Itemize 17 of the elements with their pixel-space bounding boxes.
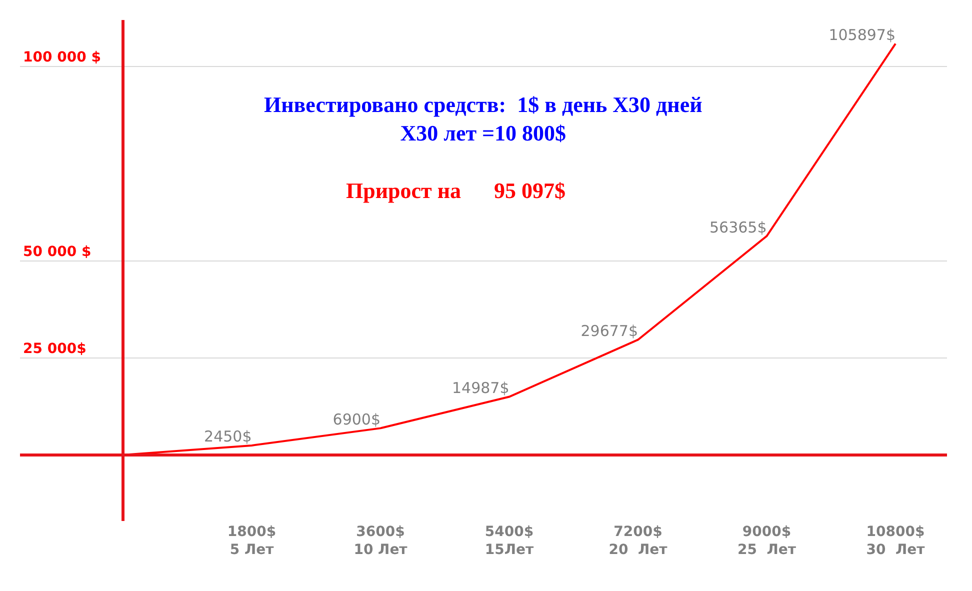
data-label: 6900$ <box>332 410 380 428</box>
x-tick-label: 10800$ 30 Лет <box>866 524 926 558</box>
y-tick-label: 50 000 $ <box>23 244 92 260</box>
x-tick-label: 1800$ 5 Лет <box>227 524 276 558</box>
data-label: 14987$ <box>452 379 510 398</box>
y-tick-label: 100 000 $ <box>23 50 101 66</box>
y-tick-label: 25 000$ <box>23 340 86 357</box>
x-tick-label: 9000$ 25 Лет <box>738 524 797 558</box>
data-label: 105897$ <box>828 26 896 44</box>
x-tick-label: 5400$ 15Лет <box>484 524 534 558</box>
annotation: Прирост на 95 097$ <box>346 178 566 203</box>
data-label: 2450$ <box>204 428 252 446</box>
data-label: 56365$ <box>709 218 767 236</box>
x-tick-label: 7200$ 20 Лет <box>608 524 668 558</box>
x-tick-label: 3600$ 10 Лет <box>354 524 408 558</box>
annotation: Инвестировано средств: 1$ в день X30 дней X30 лет =10 800$ <box>264 92 703 146</box>
data-label: 29677$ <box>580 322 638 340</box>
